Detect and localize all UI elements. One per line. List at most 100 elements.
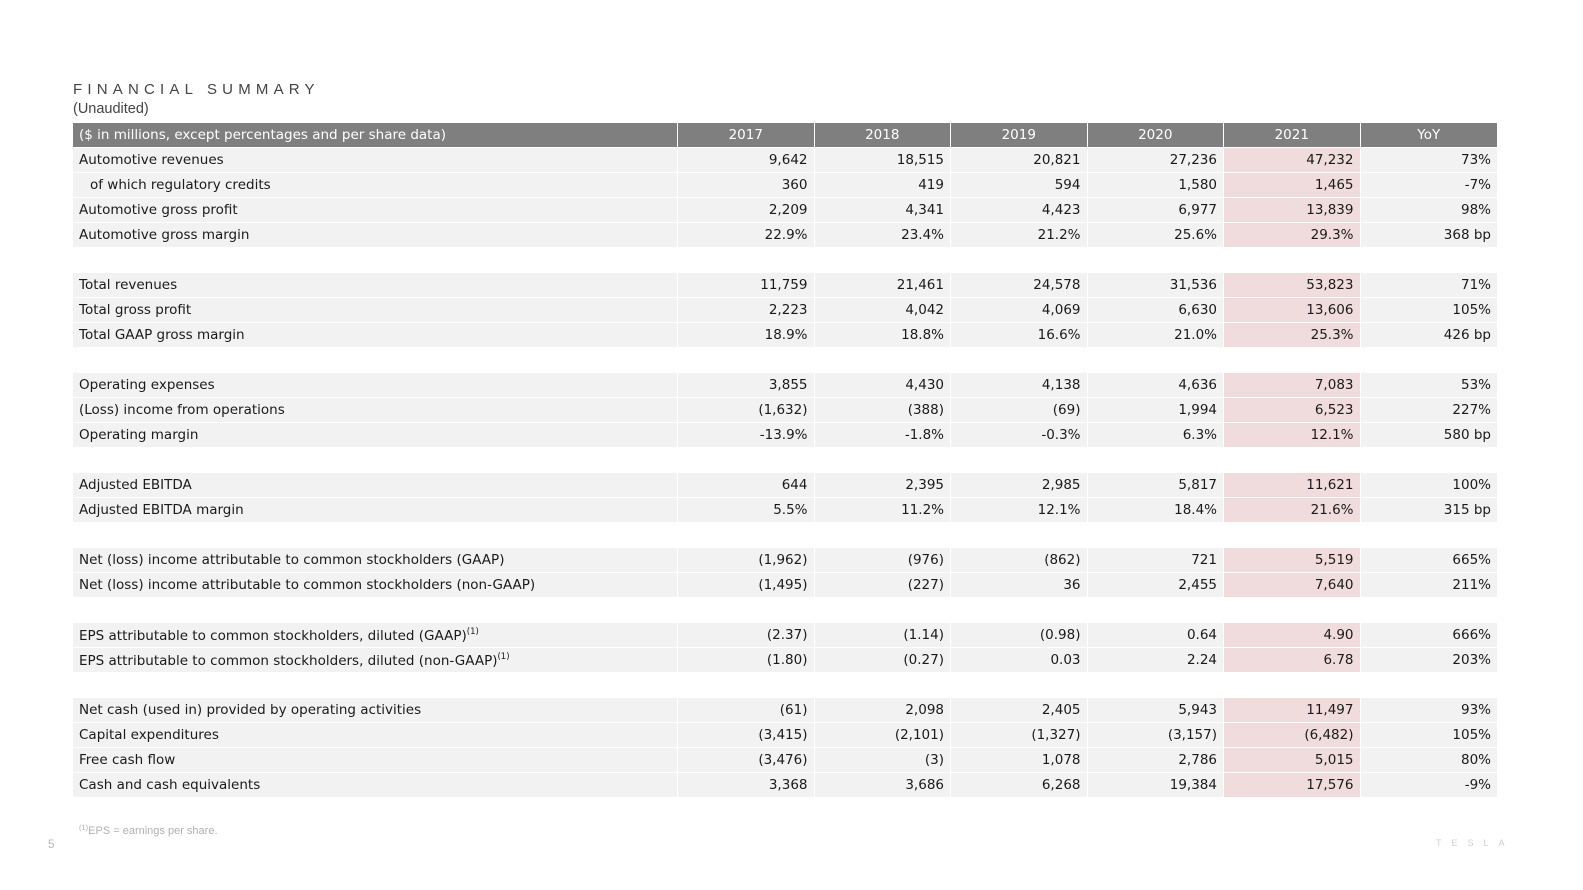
- table-cell: -7%: [1360, 172, 1497, 197]
- row-label: EPS attributable to common stockholders,…: [73, 647, 678, 672]
- table-cell: 18.9%: [678, 322, 815, 347]
- table-cell: 0.64: [1087, 622, 1224, 647]
- row-label: Automotive revenues: [73, 147, 678, 172]
- table-cell: (3): [814, 747, 951, 772]
- table-cell: 426 bp: [1360, 322, 1497, 347]
- row-label-text: Operating expenses: [79, 377, 215, 393]
- table-cell: 53%: [1360, 372, 1497, 397]
- table-row: Operating margin -13.9% -1.8% -0.3% 6.3% 12.1…: [73, 422, 1497, 447]
- table-row: Free cash flow (3,476) (3) 1,078 2,786 5,015 8…: [73, 747, 1497, 772]
- row-label-text: Net (loss) income attributable to common…: [79, 552, 505, 568]
- table-cell: 4,636: [1087, 372, 1224, 397]
- table-cell: (0.27): [814, 647, 951, 672]
- row-label-text: Operating margin: [79, 427, 199, 443]
- row-label: Free cash flow: [73, 747, 678, 772]
- column-header-yoy: YoY: [1360, 123, 1497, 147]
- row-label: Total gross profit: [73, 297, 678, 322]
- table-cell: (1,495): [678, 572, 815, 597]
- table-cell: 25.6%: [1087, 222, 1224, 247]
- table-cell: 1,994: [1087, 397, 1224, 422]
- row-label: Net (loss) income attributable to common…: [73, 572, 678, 597]
- table-cell: 24,578: [951, 272, 1088, 297]
- table-cell: 11,759: [678, 272, 815, 297]
- table-cell: 53,823: [1224, 272, 1361, 297]
- table-row: Net (loss) income attributable to common…: [73, 547, 1497, 572]
- row-label-text: Net cash (used in) provided by operating…: [79, 702, 422, 718]
- table-cell: 2,395: [814, 472, 951, 497]
- table-cell: (2,101): [814, 722, 951, 747]
- table-cell: 13,606: [1224, 297, 1361, 322]
- row-label: Operating margin: [73, 422, 678, 447]
- footnote-text: EPS = earnings per share.: [88, 825, 218, 837]
- table-cell: 4,423: [951, 197, 1088, 222]
- table-cell: 368 bp: [1360, 222, 1497, 247]
- table-row: Capital expenditures (3,415) (2,101) (1,327…: [73, 722, 1497, 747]
- table-cell: 105%: [1360, 722, 1497, 747]
- table-cell: 5,519: [1224, 547, 1361, 572]
- row-label-text: Automotive revenues: [79, 152, 224, 168]
- table-cell: 71%: [1360, 272, 1497, 297]
- footnote-marker: (1): [497, 651, 510, 662]
- row-label-text: EPS attributable to common stockholders,…: [79, 627, 467, 644]
- table-cell: (1.14): [814, 622, 951, 647]
- table-cell: 22.9%: [678, 222, 815, 247]
- row-label: Automotive gross profit: [73, 197, 678, 222]
- row-label: Net cash (used in) provided by operating…: [73, 697, 678, 722]
- table-cell: (1.80): [678, 647, 815, 672]
- column-header-2017: 2017: [678, 123, 815, 147]
- page-number: 5: [48, 839, 55, 851]
- table-cell: 4,430: [814, 372, 951, 397]
- table-cell: 580 bp: [1360, 422, 1497, 447]
- table-cell: 4,138: [951, 372, 1088, 397]
- table-cell: 227%: [1360, 397, 1497, 422]
- table-cell: 7,083: [1224, 372, 1361, 397]
- table-cell: 100%: [1360, 472, 1497, 497]
- table-cell: (1,327): [951, 722, 1088, 747]
- table-cell: -1.8%: [814, 422, 951, 447]
- table-cell: (976): [814, 547, 951, 572]
- spacer-cell: [73, 447, 1497, 472]
- table-cell: -0.3%: [951, 422, 1088, 447]
- table-cell: (69): [951, 397, 1088, 422]
- table-cell: 23.4%: [814, 222, 951, 247]
- group-spacer: [73, 672, 1497, 697]
- brand-logo: TESLA: [1436, 838, 1515, 848]
- table-cell: 2,098: [814, 697, 951, 722]
- group-spacer: [73, 597, 1497, 622]
- table-cell: 21,461: [814, 272, 951, 297]
- row-label: Total GAAP gross margin: [73, 322, 678, 347]
- row-label-text: Total GAAP gross margin: [79, 327, 245, 343]
- table-cell: 6.78: [1224, 647, 1361, 672]
- row-label-text: Adjusted EBITDA: [79, 477, 192, 493]
- table-cell: 2,786: [1087, 747, 1224, 772]
- table-cell: 4,069: [951, 297, 1088, 322]
- table-cell: 2,985: [951, 472, 1088, 497]
- row-label-text: Cash and cash equivalents: [79, 777, 261, 793]
- table-cell: 3,368: [678, 772, 815, 797]
- table-cell: (3,476): [678, 747, 815, 772]
- table-cell: 3,855: [678, 372, 815, 397]
- page-title: FINANCIAL SUMMARY: [73, 81, 320, 98]
- table-cell: 93%: [1360, 697, 1497, 722]
- spacer-cell: [73, 522, 1497, 547]
- row-label-text: of which regulatory credits: [90, 177, 271, 193]
- table-cell: 20,821: [951, 147, 1088, 172]
- table-cell: (1,962): [678, 547, 815, 572]
- table-row: Total revenues 11,759 21,461 24,578 31,536 53…: [73, 272, 1497, 297]
- table-cell: (227): [814, 572, 951, 597]
- table-cell: 4,341: [814, 197, 951, 222]
- table-cell: (6,482): [1224, 722, 1361, 747]
- table-row: Automotive gross margin 22.9% 23.4% 21.2% 25…: [73, 222, 1497, 247]
- column-header-2019: 2019: [951, 123, 1088, 147]
- group-spacer: [73, 447, 1497, 472]
- table-row: EPS attributable to common stockholders,…: [73, 647, 1497, 672]
- table-cell: (3,157): [1087, 722, 1224, 747]
- financial-summary-table: ($ in millions, except percentages and p…: [73, 123, 1497, 797]
- table-cell: 25.3%: [1224, 322, 1361, 347]
- table-cell: 13,839: [1224, 197, 1361, 222]
- row-label: Adjusted EBITDA margin: [73, 497, 678, 522]
- table-cell: 21.0%: [1087, 322, 1224, 347]
- table-cell: 666%: [1360, 622, 1497, 647]
- table-cell: 721: [1087, 547, 1224, 572]
- row-label-text: Automotive gross profit: [79, 202, 238, 218]
